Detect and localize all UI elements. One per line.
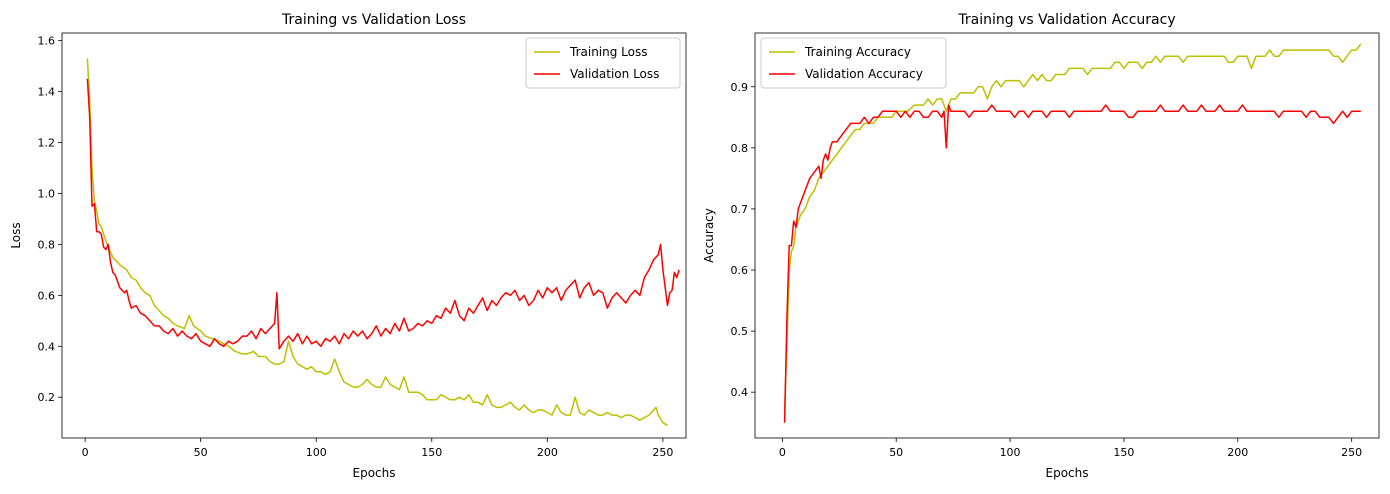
loss-y-tick-label: 1.4 (38, 86, 56, 99)
accuracy-y-tick-label: 0.9 (731, 81, 749, 94)
accuracy-legend-box (760, 37, 947, 89)
loss-y-tick-label: 1.2 (38, 137, 56, 150)
accuracy-chart-title: Training vs Validation Accuracy (957, 12, 1175, 28)
accuracy-y-tick-label: 0.6 (731, 264, 749, 277)
loss-y-tick-label: 0.2 (38, 391, 56, 404)
accuracy-legend-label-training: Training Accuracy (804, 45, 911, 59)
loss-y-tick-label: 0.6 (38, 289, 56, 302)
accuracy-y-tick-label: 0.8 (731, 142, 749, 155)
loss-legend-label-validation: Validation Loss (570, 67, 659, 81)
loss-plot-frame (61, 32, 687, 439)
accuracy-series-validation-line (783, 104, 1361, 423)
loss-chart-panel: 0 50 100 150 200 250 0.2 0.4 0.6 0.8 1.0 1.2 1.4 1.6 T… (9, 12, 687, 480)
loss-y-tick-label: 0.8 (38, 238, 56, 251)
loss-series-training-line (86, 58, 668, 426)
loss-legend-box (525, 37, 681, 89)
accuracy-y-tick-label: 0.7 (731, 203, 749, 216)
loss-x-tick-label: 150 (421, 446, 442, 459)
loss-legend: Training Loss Validation Loss (525, 37, 681, 89)
accuracy-chart-panel: 0 50 100 150 200 250 0.4 0.5 0.6 0.7 0.8 0.9 Trainin… (702, 12, 1380, 480)
accuracy-legend-label-validation: Validation Accuracy (805, 67, 923, 81)
loss-y-axis-label: Loss (9, 222, 23, 248)
loss-x-tick-label: 0 (82, 446, 89, 459)
loss-chart-title: Training vs Validation Loss (281, 12, 466, 28)
accuracy-x-tick-label: 150 (1113, 446, 1134, 459)
loss-x-tick-label: 200 (537, 446, 558, 459)
accuracy-x-axis-label: Epochs (1046, 466, 1089, 480)
loss-x-tick-label: 50 (194, 446, 208, 459)
accuracy-x-tick-label: 100 (1000, 446, 1021, 459)
accuracy-series-training-line (783, 43, 1362, 411)
loss-x-tick-label: 100 (306, 446, 327, 459)
loss-legend-label-training: Training Loss (569, 45, 647, 59)
accuracy-x-tick-label: 200 (1227, 446, 1248, 459)
accuracy-y-tick-label: 0.4 (731, 386, 749, 399)
accuracy-x-tick-label: 0 (779, 446, 786, 459)
loss-y-tick-label: 0.4 (38, 340, 56, 353)
loss-x-axis-label: Epochs (353, 466, 396, 480)
accuracy-x-tick-label: 250 (1341, 446, 1362, 459)
accuracy-x-tick-label: 50 (889, 446, 903, 459)
accuracy-plot-frame (754, 32, 1380, 439)
loss-y-tick-label: 1.0 (38, 187, 56, 200)
accuracy-y-tick-label: 0.5 (731, 325, 749, 338)
loss-x-tick-label: 250 (652, 446, 673, 459)
accuracy-y-axis-label: Accuracy (702, 208, 716, 263)
accuracy-legend: Training Accuracy Validation Accuracy (760, 37, 947, 89)
loss-series-validation-line (86, 78, 680, 350)
loss-y-tick-label: 1.6 (38, 35, 56, 48)
